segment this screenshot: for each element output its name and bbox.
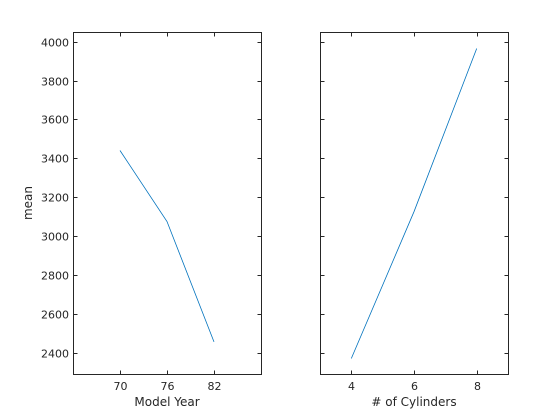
subplot-1: 70 76 82 2400 2600 2800 3000 3200 3400 3600 3800 40… xyxy=(21,32,262,409)
y-tick-label: 2400 xyxy=(41,348,69,361)
series-line xyxy=(119,150,215,343)
y-tick-label: 2600 xyxy=(41,309,69,322)
y-tick-label: 3400 xyxy=(41,153,69,166)
y-tick-label: 3800 xyxy=(41,76,69,89)
x-tick-label: 4 xyxy=(348,380,355,393)
axes-box xyxy=(320,32,509,375)
x-tick-label: 6 xyxy=(411,380,418,393)
x-tick-label: 76 xyxy=(161,380,175,393)
y-tick-label: 4000 xyxy=(41,37,69,50)
x-tick-label: 8 xyxy=(474,380,481,393)
x-tick-label: 70 xyxy=(114,380,128,393)
x-axis-label: Model Year xyxy=(134,395,199,409)
y-tick-label: 3200 xyxy=(41,192,69,205)
y-axis-label: mean xyxy=(21,186,35,220)
x-axis-label: # of Cylinders xyxy=(371,395,456,409)
series-line xyxy=(350,48,478,359)
y-tick-label: 3600 xyxy=(41,114,69,127)
subplot-2: 4 6 8 # of Cylinders xyxy=(320,32,509,409)
axes-box xyxy=(73,32,262,375)
y-tick-label: 2800 xyxy=(41,270,69,283)
y-tick-label: 3000 xyxy=(41,231,69,244)
x-tick-label: 82 xyxy=(208,380,222,393)
